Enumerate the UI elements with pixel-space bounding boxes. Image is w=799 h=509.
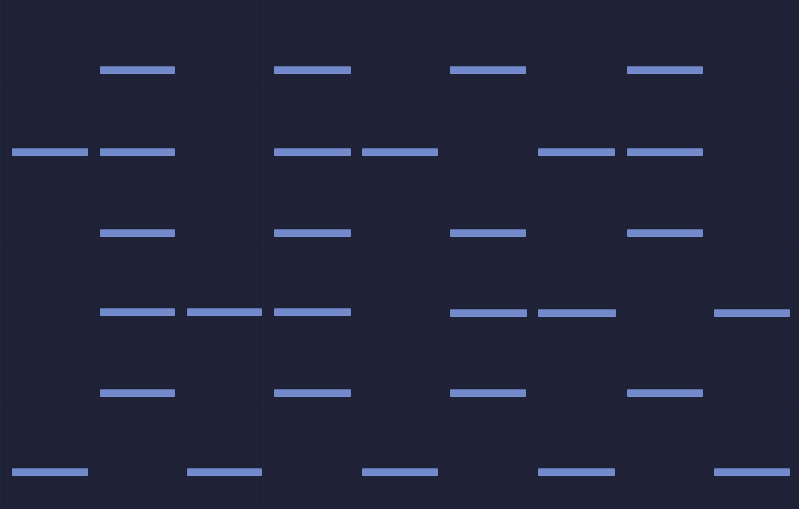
- skeleton-bar: [100, 308, 175, 316]
- skeleton-bar: [100, 229, 175, 237]
- skeleton-bar: [450, 66, 526, 74]
- skeleton-bar: [274, 148, 351, 156]
- skeleton-bar: [627, 148, 703, 156]
- skeleton-bar: [714, 309, 790, 317]
- skeleton-bar: [187, 308, 262, 316]
- skeleton-bar: [538, 148, 615, 156]
- skeleton-bar: [100, 389, 175, 397]
- skeleton-bar: [538, 468, 615, 476]
- skeleton-bar: [100, 66, 175, 74]
- skeleton-bar: [450, 229, 526, 237]
- skeleton-bar: [100, 148, 175, 156]
- skeleton-bar: [362, 148, 438, 156]
- skeleton-bar: [362, 468, 438, 476]
- skeleton-bar: [187, 468, 262, 476]
- skeleton-bar: [274, 229, 351, 237]
- skeleton-bar: [274, 389, 351, 397]
- skeleton-bar: [538, 309, 616, 317]
- skeleton-bar: [627, 229, 703, 237]
- skeleton-bar: [627, 66, 703, 74]
- skeleton-bar: [274, 308, 351, 316]
- skeleton-bar: [627, 389, 703, 397]
- skeleton-bar: [12, 148, 88, 156]
- skeleton-bar: [450, 389, 526, 397]
- skeleton-bar: [714, 468, 790, 476]
- skeleton-bar: [450, 309, 527, 317]
- skeleton-bar: [12, 468, 88, 476]
- skeleton-bar: [274, 66, 351, 74]
